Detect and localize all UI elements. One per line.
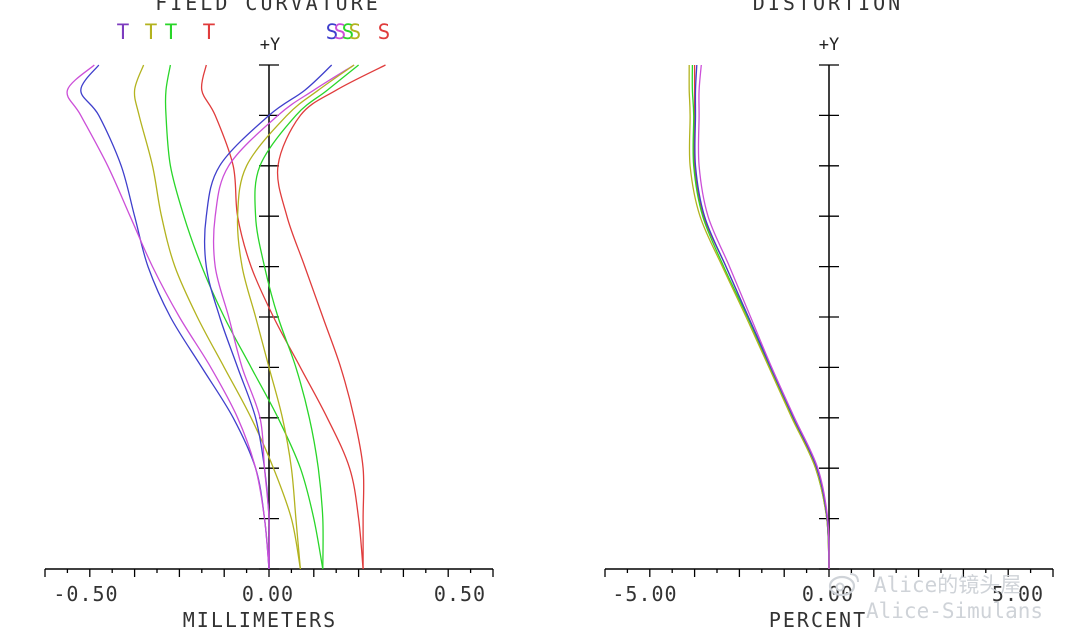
distortion-distortion-curve-5: [697, 64, 830, 570]
distortion-plot: [604, 64, 1054, 577]
legend-tangential-4: T: [203, 20, 216, 44]
field-curvature-sagittal-curve-9: [254, 64, 360, 570]
distortion-distortion-curve-1: [693, 65, 830, 570]
legend-sagittal-1: S: [326, 20, 339, 44]
field-curvature-title: FIELD CURVATURE: [155, 0, 381, 15]
watermark: Alice的镜头屋 Alice-Simulans: [828, 573, 1043, 623]
distortion-distortion-curve-2: [691, 64, 830, 570]
field-curvature-plot: [44, 64, 494, 577]
field-curvature-tangential-curve-4: [164, 64, 324, 570]
distortion-title: DISTORTION: [753, 0, 903, 15]
field-curvature-sagittal-curve-8: [236, 64, 355, 570]
watermark-line-1: Alice的镜头屋: [874, 573, 1021, 597]
distortion-x-axis-label: PERCENT: [769, 608, 867, 632]
distortion-distortion-curve-3: [688, 64, 830, 570]
distortion-tick-label-max: 5.00: [992, 582, 1044, 606]
distortion-distortion-curve-4: [694, 64, 830, 570]
legend-tangential-1: T: [117, 20, 130, 44]
watermark-line-2: Alice-Simulans: [866, 599, 1043, 623]
legend-sagittal-2: S: [334, 20, 347, 44]
field-curvature-tangential-curve-2: [66, 64, 270, 570]
distortion-tick-label-min: -5.00: [612, 582, 677, 606]
distortion-panel: DISTORTION +Y -5.00 0.00 5.00 PERCENT: [604, 0, 1054, 632]
legend-sagittal-3: S: [342, 20, 355, 44]
field-curvature-tangential-curve-5: [200, 64, 364, 570]
distortion-y-axis-label: +Y: [819, 35, 839, 55]
field-curvature-tick-label-min: -0.50: [53, 582, 118, 606]
legend-tangential-3: T: [165, 20, 178, 44]
field-curvature-y-axis-label: +Y: [260, 35, 280, 55]
weibo-logo-icon: [828, 573, 859, 597]
field-curvature-tick-label-zero: 0.00: [242, 582, 294, 606]
legend-sagittal-4: S: [349, 20, 362, 44]
legend-tangential-2: T: [145, 20, 158, 44]
field-curvature-tick-label-max: 0.50: [434, 582, 486, 606]
legend-sagittal-5: S: [378, 20, 391, 44]
field-curvature-sagittal-curve-10: [276, 64, 386, 569]
field-curvature-sagittal-curve-7: [212, 64, 355, 570]
field-curvature-tangential-curve-3: [133, 64, 302, 570]
field-curvature-x-axis-label: MILLIMETERS: [183, 608, 337, 632]
